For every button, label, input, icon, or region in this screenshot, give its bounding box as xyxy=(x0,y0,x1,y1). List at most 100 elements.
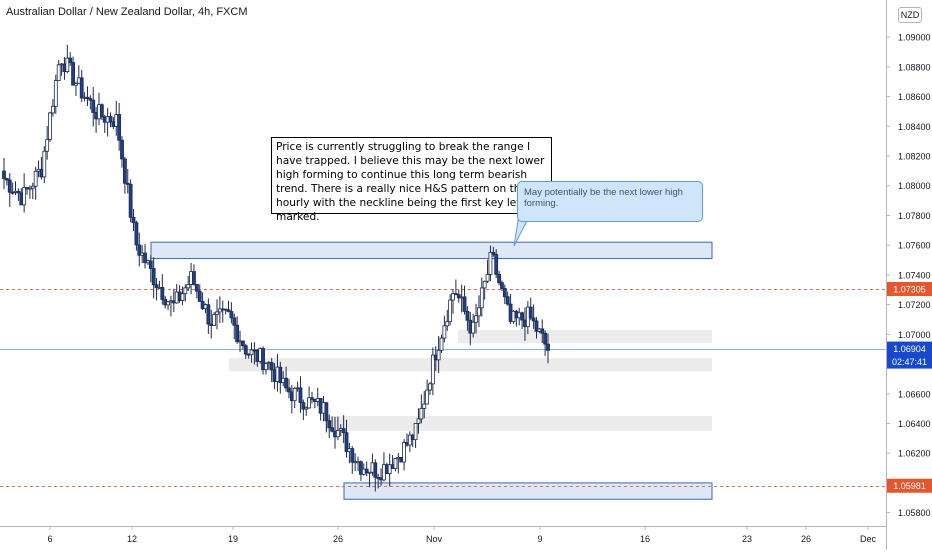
candle xyxy=(341,428,346,434)
candle xyxy=(485,274,490,282)
time-tick-label: 6 xyxy=(47,534,52,544)
grey-range-zone[interactable] xyxy=(458,329,712,344)
time-tick-label: Dec xyxy=(860,534,877,544)
candle xyxy=(192,271,196,285)
candle xyxy=(419,408,424,420)
candle xyxy=(79,77,84,99)
currency-badge[interactable]: NZD xyxy=(898,7,922,23)
candle xyxy=(284,377,288,389)
candle xyxy=(344,432,349,452)
countdown-text: 02:47:41 xyxy=(892,357,927,367)
candle xyxy=(304,407,309,410)
candle xyxy=(125,182,130,185)
candle xyxy=(22,187,27,206)
candle xyxy=(42,150,47,178)
candle xyxy=(350,448,355,463)
price-tick-label: 1.07600 xyxy=(898,241,931,251)
candle xyxy=(543,332,548,345)
candle xyxy=(287,387,291,393)
candle xyxy=(327,420,332,429)
candle xyxy=(482,280,487,289)
candle xyxy=(477,307,481,317)
candle xyxy=(335,429,340,438)
candle xyxy=(330,427,335,432)
candle xyxy=(502,288,507,298)
candles xyxy=(2,44,550,492)
candle xyxy=(494,254,499,275)
candle xyxy=(428,383,432,391)
price-tick-label: 1.07400 xyxy=(898,270,931,280)
price-tick-label: 1.05800 xyxy=(898,508,931,518)
time-tick-label: 12 xyxy=(127,534,137,544)
candle xyxy=(520,312,524,321)
time-axis[interactable]: 6 12 19 26 Nov 9 16 23 26 Dec xyxy=(0,526,886,544)
candle xyxy=(232,317,237,326)
price-axis[interactable]: 1.09000 1.08800 1.08600 1.08400 1.08200 1.080… xyxy=(886,0,932,550)
candle xyxy=(122,158,127,184)
candle xyxy=(71,62,75,86)
candle xyxy=(367,471,372,474)
candle xyxy=(215,311,219,315)
analysis-note[interactable]: Price is currently struggling to break t… xyxy=(271,137,552,223)
price-tick-label: 1.06600 xyxy=(898,389,931,399)
key-level-zone[interactable] xyxy=(150,241,713,260)
callout-note[interactable]: May potentially be the next lower high f… xyxy=(517,181,703,222)
candle xyxy=(212,314,217,326)
candle xyxy=(534,320,539,332)
price-tick-label: 1.06400 xyxy=(898,419,931,429)
candle xyxy=(120,139,124,160)
level-upper-price-badge xyxy=(887,282,932,297)
price-tick-label: 1.07200 xyxy=(898,300,931,310)
current-price-badge xyxy=(887,341,932,369)
price-tick-label: 1.07800 xyxy=(898,211,931,221)
candle xyxy=(51,105,55,114)
candle xyxy=(148,260,153,269)
time-tick-label: Nov xyxy=(426,534,443,544)
candle xyxy=(226,309,231,312)
candle xyxy=(422,403,427,409)
candle xyxy=(264,363,268,371)
candle xyxy=(359,461,363,475)
candle xyxy=(229,311,234,319)
candle xyxy=(65,57,70,73)
candle xyxy=(53,80,58,107)
candle xyxy=(33,170,38,187)
level-lower-price-badge-text: 1.05981 xyxy=(893,481,926,491)
grey-range-zone[interactable] xyxy=(325,416,712,431)
candle xyxy=(134,222,139,246)
price-tick-label: 1.08000 xyxy=(898,181,931,191)
key-level-zone[interactable] xyxy=(343,482,713,500)
candle xyxy=(301,402,306,410)
level-upper-price-badge-text: 1.07305 xyxy=(893,285,926,295)
candle xyxy=(474,315,478,323)
price-tick-label: 1.08400 xyxy=(898,122,931,132)
candle xyxy=(137,244,142,256)
candle xyxy=(430,354,435,385)
candle xyxy=(197,290,202,302)
time-tick-label: 19 xyxy=(228,534,238,544)
candle xyxy=(108,116,113,123)
time-tick-label: 26 xyxy=(333,534,343,544)
candle xyxy=(2,170,6,179)
candle xyxy=(16,190,21,194)
candle xyxy=(456,294,461,299)
candle xyxy=(261,348,265,371)
grey-range-zone[interactable] xyxy=(229,358,712,372)
candle xyxy=(68,57,73,63)
candle xyxy=(491,252,496,255)
candle xyxy=(471,321,476,334)
candle xyxy=(540,328,545,334)
candle xyxy=(117,114,122,141)
price-tick-label: 1.07000 xyxy=(898,330,931,340)
candle xyxy=(402,442,406,463)
candle xyxy=(28,187,32,190)
price-tick-label: 1.06200 xyxy=(898,449,931,459)
time-tick-label: 26 xyxy=(801,534,811,544)
symbol-title: Australian Dollar / New Zealand Dollar, … xyxy=(6,6,248,18)
candle xyxy=(160,286,165,300)
candle xyxy=(91,99,96,113)
levels xyxy=(0,289,886,487)
candle xyxy=(531,317,536,322)
